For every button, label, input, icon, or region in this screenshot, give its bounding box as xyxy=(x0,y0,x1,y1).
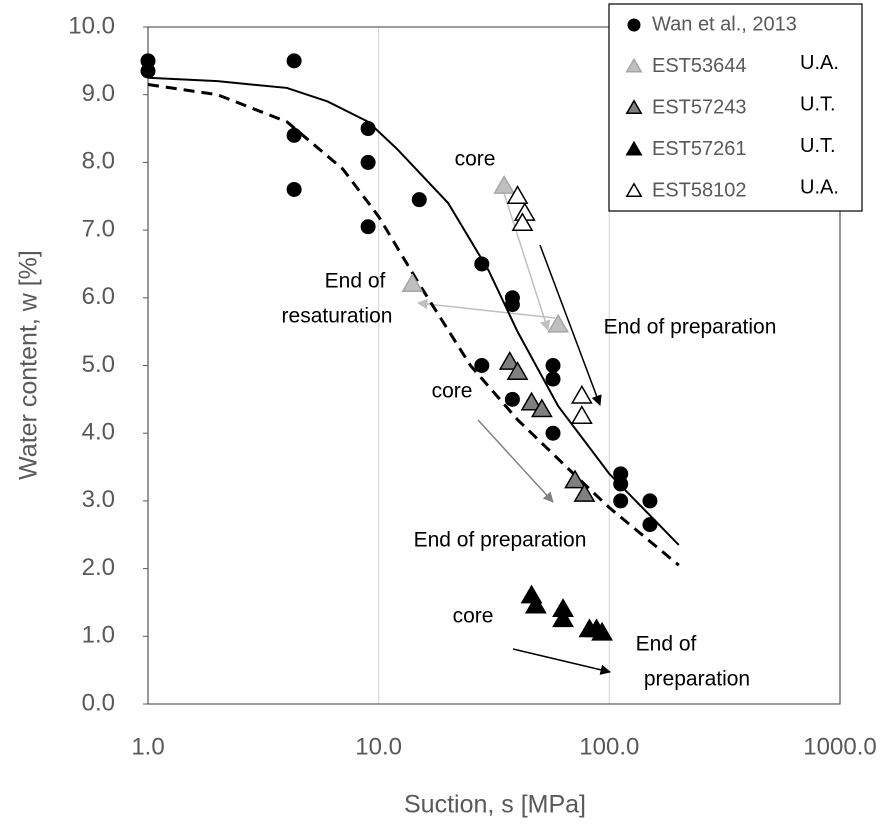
data-point xyxy=(530,398,553,418)
y-tick-label: 6.0 xyxy=(82,283,115,310)
y-tick-label: 8.0 xyxy=(82,148,115,175)
annotation: preparation xyxy=(644,668,750,691)
data-point xyxy=(591,621,613,641)
data-point xyxy=(547,313,570,333)
annotation: resaturation xyxy=(282,305,393,328)
data-point xyxy=(552,608,574,628)
legend-tag: U.A. xyxy=(800,52,839,74)
data-point xyxy=(613,493,629,509)
data-point xyxy=(573,483,596,502)
legend-tag: U.A. xyxy=(800,176,839,198)
data-point xyxy=(286,127,302,143)
legend-marker xyxy=(627,18,641,32)
data-point xyxy=(511,212,534,232)
data-point xyxy=(545,371,561,387)
data-point xyxy=(360,121,376,137)
data-point xyxy=(520,391,543,411)
legend-marker xyxy=(625,182,643,197)
legend-label: EST57261 xyxy=(652,138,747,160)
y-tick-label: 3.0 xyxy=(82,486,115,513)
x-tick-label: 1.0 xyxy=(131,733,164,760)
y-tick-label: 4.0 xyxy=(82,419,115,446)
legend-box xyxy=(608,3,863,212)
x-tick-label: 100.0 xyxy=(579,733,639,760)
y-tick-label: 0.0 xyxy=(82,689,115,716)
data-point xyxy=(360,154,376,170)
data-point xyxy=(360,219,376,235)
y-axis-title: Water content, w [%] xyxy=(15,250,43,480)
x-tick-label: 1000.0 xyxy=(803,733,876,760)
data-point xyxy=(642,493,658,509)
data-point xyxy=(140,63,156,79)
arrow xyxy=(416,298,556,319)
data-point xyxy=(286,181,302,197)
arrow xyxy=(502,189,551,331)
data-point xyxy=(506,185,529,204)
legend-tag: U.T. xyxy=(800,135,836,157)
data-point xyxy=(613,476,629,492)
data-point xyxy=(504,297,520,313)
y-tick-label: 5.0 xyxy=(82,351,115,378)
y-tick-label: 7.0 xyxy=(82,215,115,242)
data-point xyxy=(498,351,521,370)
legend-label: EST57243 xyxy=(652,96,747,118)
y-tick-label: 1.0 xyxy=(82,622,115,649)
legend-marker xyxy=(625,57,643,73)
annotation: End of preparation xyxy=(414,529,587,552)
data-point xyxy=(506,361,529,380)
annotation: core xyxy=(432,380,473,403)
data-point xyxy=(570,384,593,404)
data-point xyxy=(545,358,561,373)
data-point xyxy=(474,256,490,272)
data-point xyxy=(642,517,658,533)
data-point xyxy=(474,358,490,373)
annotation: End of xyxy=(636,633,697,656)
data-point xyxy=(545,425,561,441)
legend-tag: U.T. xyxy=(800,93,836,115)
data-point xyxy=(411,192,427,208)
x-axis-title: Suction, s [MPa] xyxy=(404,791,586,819)
annotations: core End of resaturation End of preparat… xyxy=(282,148,777,691)
legend-label: Wan et al., 2013 xyxy=(652,13,797,35)
data-point xyxy=(286,53,302,69)
annotation: core xyxy=(453,605,494,628)
fit-curve xyxy=(147,76,680,546)
arrow xyxy=(539,244,602,406)
data-point xyxy=(493,174,516,194)
data-point xyxy=(401,273,424,292)
data-point xyxy=(524,594,547,614)
fit-curve xyxy=(147,83,680,567)
legend-marker xyxy=(625,99,643,114)
annotation: End of preparation xyxy=(604,316,777,339)
data-point xyxy=(504,391,520,407)
y-tick-label: 10.0 xyxy=(68,12,115,39)
legend-label: EST53644 xyxy=(652,55,747,77)
legend-marker xyxy=(625,140,643,156)
arrow xyxy=(512,648,612,675)
data-point xyxy=(564,469,586,489)
legend-label: EST58102 xyxy=(652,179,747,201)
annotation: End of xyxy=(325,270,386,293)
x-tick-label: 10.0 xyxy=(355,733,402,760)
y-tick-label: 2.0 xyxy=(82,554,115,581)
arrows xyxy=(416,189,612,675)
y-tick-label: 9.0 xyxy=(82,80,115,107)
annotation: core xyxy=(455,148,496,171)
data-point xyxy=(570,405,593,424)
arrow xyxy=(477,419,554,503)
